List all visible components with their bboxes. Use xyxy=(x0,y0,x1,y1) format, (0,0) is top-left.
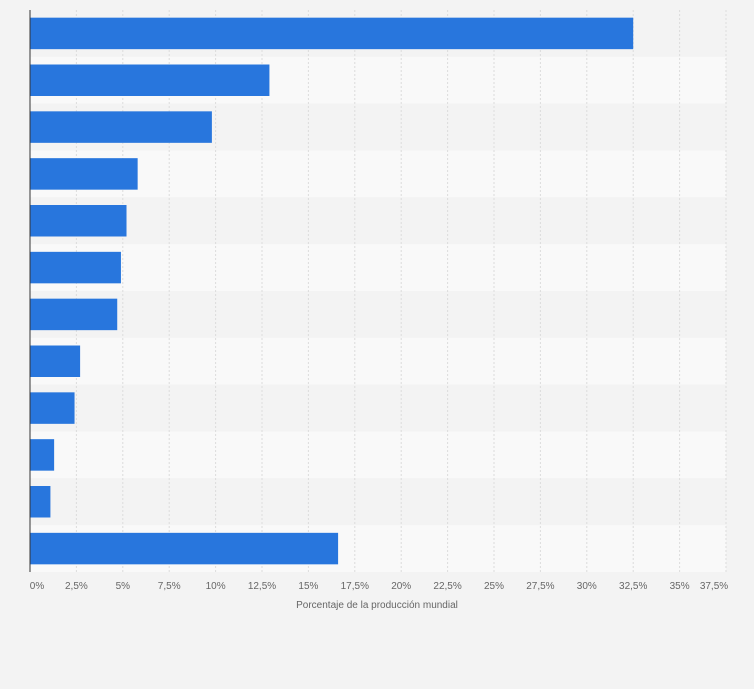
x-tick-label: 10% xyxy=(206,581,226,592)
bar[interactable] xyxy=(30,64,270,97)
row-band xyxy=(30,244,726,291)
row-band xyxy=(30,384,726,432)
bar[interactable] xyxy=(30,158,138,190)
bar[interactable] xyxy=(30,532,339,565)
bar[interactable] xyxy=(30,111,212,143)
x-tick-label: 25% xyxy=(484,581,504,592)
x-tick-label: 0% xyxy=(30,581,45,592)
bars xyxy=(30,17,634,565)
bar[interactable] xyxy=(30,486,51,518)
bar[interactable] xyxy=(30,17,634,50)
row-band xyxy=(30,478,726,526)
x-tick-label: 30% xyxy=(577,581,597,592)
x-tick-label: 17,5% xyxy=(341,581,369,592)
row-band xyxy=(30,150,726,198)
x-axis-title: Porcentaje de la producción mundial xyxy=(296,600,458,611)
bar[interactable] xyxy=(30,439,55,471)
x-tick-label: 32,5% xyxy=(619,581,647,592)
x-tick-label: 20% xyxy=(391,581,411,592)
x-tick-label: 12,5% xyxy=(248,581,276,592)
x-tick-label: 37,5% xyxy=(700,581,728,592)
bar[interactable] xyxy=(30,251,121,284)
bar[interactable] xyxy=(30,392,75,424)
x-tick-label: 2,5% xyxy=(65,581,88,592)
x-tick-label: 15% xyxy=(298,581,318,592)
row-bands xyxy=(30,10,726,572)
x-tick-label: 22,5% xyxy=(433,581,461,592)
row-band xyxy=(30,337,726,385)
row-band xyxy=(30,431,726,479)
x-tick-label: 35% xyxy=(670,581,690,592)
x-tick-labels: 0% 2,5% 5% 7,5% 10% 12,5% 15% 17,5% 20% 22,5% 25% 2… xyxy=(30,581,729,592)
x-tick-label: 27,5% xyxy=(526,581,554,592)
bar[interactable] xyxy=(30,298,118,331)
row-band xyxy=(30,197,726,245)
x-tick-label: 7,5% xyxy=(158,581,181,592)
row-band xyxy=(30,291,726,338)
bar[interactable] xyxy=(30,205,127,237)
bar[interactable] xyxy=(30,345,81,378)
grid-lines xyxy=(75,10,727,572)
x-tick-label: 5% xyxy=(116,581,131,592)
